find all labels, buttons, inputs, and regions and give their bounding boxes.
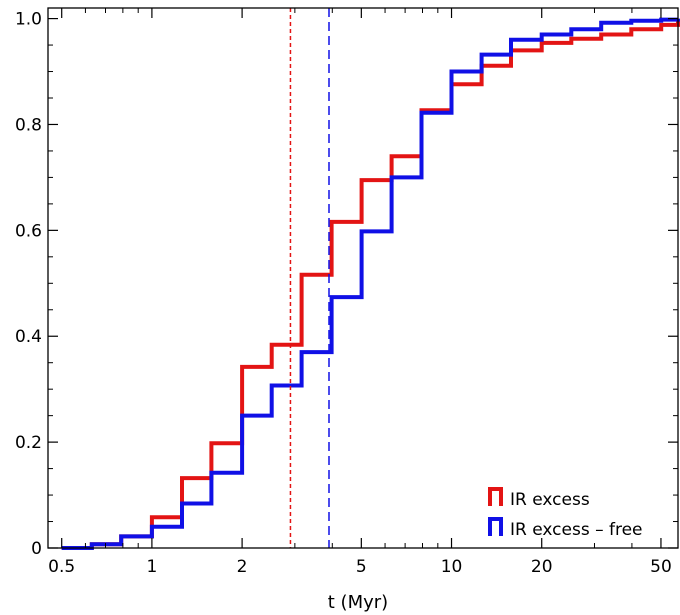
series-layer [61,17,680,550]
x-tick-label: 2 [237,557,248,577]
legend-swatch [488,517,503,536]
axes-box [47,7,679,549]
x-tick-label: 1 [146,557,157,577]
x-tick-label: 50 [650,557,672,577]
axes-frame [47,7,679,549]
x-tick-label: 10 [441,557,463,577]
y-tick-label: 0.2 [15,433,42,453]
y-tick-label: 0.8 [15,115,42,135]
y-tick-label: 1.0 [15,10,42,30]
series-line-ir-excess [61,20,680,550]
y-tick-label: 0.4 [15,327,42,347]
reference-lines [289,8,330,548]
legend-swatch [488,487,503,506]
legend-entry-label: IR excess – free [510,520,643,540]
x-axis-title: t (Myr) [328,592,388,613]
x-tick-label: 5 [356,557,367,577]
series-line-ir-excess-free [61,17,680,550]
y-tick-label: 0 [31,539,42,559]
x-tick-label: 0.5 [48,557,75,577]
legend: IR excess IR excess – free [488,487,643,540]
x-axis-ticks: 0.5 1 2 5 10 20 50 [48,8,672,577]
x-tick-label: 20 [531,557,553,577]
legend-entry-label: IR excess [510,490,590,510]
y-tick-label: 0.6 [15,221,42,241]
y-axis-ticks: 0 0.2 0.4 0.6 0.8 1.0 [15,10,678,559]
